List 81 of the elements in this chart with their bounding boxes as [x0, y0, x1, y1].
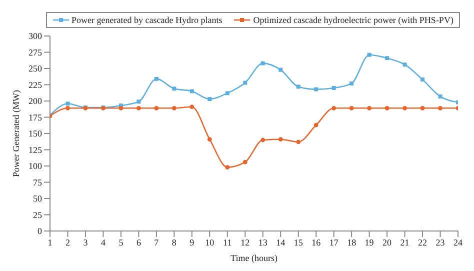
point	[314, 122, 318, 128]
y-axis-title: Power Generated (MW)	[11, 90, 22, 177]
point	[314, 87, 318, 92]
x-tick-label: 4	[100, 237, 106, 248]
x-tick-label: 1	[48, 237, 52, 248]
y-tick-label: 275	[28, 47, 42, 58]
x-tick-label: 7	[154, 237, 160, 248]
point	[350, 81, 354, 86]
point	[154, 76, 158, 81]
y-tick-label: 175	[28, 112, 42, 122]
point	[190, 104, 194, 110]
point	[136, 106, 141, 110]
point	[402, 62, 407, 67]
point	[438, 94, 442, 98]
point	[367, 106, 372, 110]
x-tick-label: 5	[118, 237, 124, 248]
point	[296, 140, 301, 144]
y-tick-label: 50	[33, 194, 42, 204]
y-tick-label: 25	[33, 210, 42, 220]
y-tick-label: 300	[28, 31, 42, 42]
x-tick-label: 2	[65, 237, 70, 248]
y-tick-label: 100	[28, 161, 42, 172]
point	[332, 106, 336, 110]
x-tick-label: 12	[240, 237, 250, 248]
point	[384, 106, 390, 110]
y-tick-label: 200	[28, 96, 42, 106]
point	[296, 84, 300, 89]
x-tick-label: 19	[364, 237, 374, 248]
point	[420, 106, 425, 110]
point	[242, 160, 248, 164]
x-axis-title: Time (hours)	[230, 253, 278, 263]
point	[66, 102, 70, 106]
point	[154, 106, 159, 110]
x-tick-label: 23	[436, 237, 446, 248]
point	[278, 68, 283, 72]
x-tick-label: 13	[258, 237, 268, 248]
x-tick-label: 10	[205, 237, 215, 248]
y-tick-label: 125	[28, 144, 42, 155]
x-tick-label: 22	[418, 237, 428, 248]
x-tick-label: 18	[347, 237, 357, 248]
x-tick-label: 20	[382, 237, 392, 248]
point	[118, 106, 124, 110]
y-tick-label: 150	[28, 128, 42, 139]
y-tick-label: 225	[28, 80, 42, 90]
point	[136, 100, 141, 104]
y-tick-label: 0	[38, 226, 42, 236]
point	[438, 106, 442, 110]
line-series	[50, 104, 458, 170]
x-tick-label: 16	[312, 237, 322, 248]
legend-label: Optimized cascade hydroelectric power (with PHS-PV)	[252, 15, 454, 25]
x-tick-label: 21	[400, 237, 410, 248]
point	[278, 137, 283, 142]
y-tick-label: 250	[28, 64, 42, 74]
point	[385, 56, 390, 60]
x-tick-label: 8	[172, 237, 177, 248]
x-tick-label: 6	[136, 237, 142, 248]
point	[190, 89, 194, 94]
y-tick-label: 75	[33, 177, 42, 188]
point	[260, 138, 266, 142]
point	[208, 97, 212, 102]
x-tick-label: 9	[190, 237, 195, 248]
point	[420, 78, 425, 82]
point	[207, 137, 212, 142]
x-tick-label: 15	[294, 237, 304, 248]
point	[332, 86, 336, 90]
x-tick-label: 24	[454, 237, 463, 248]
x-tick-label: 11	[223, 237, 232, 248]
x-tick-label: 14	[276, 237, 286, 248]
point	[349, 106, 354, 110]
point	[225, 165, 230, 170]
point	[367, 52, 372, 57]
x-tick-label: 3	[83, 237, 88, 248]
point	[172, 106, 176, 110]
point	[260, 61, 265, 66]
point	[172, 86, 176, 91]
point	[225, 91, 230, 96]
point	[243, 80, 248, 85]
legend-label: Power generated by cascade Hydro plants	[70, 15, 222, 25]
point	[66, 106, 70, 110]
point	[402, 106, 407, 110]
x-tick-label: 17	[329, 237, 339, 248]
